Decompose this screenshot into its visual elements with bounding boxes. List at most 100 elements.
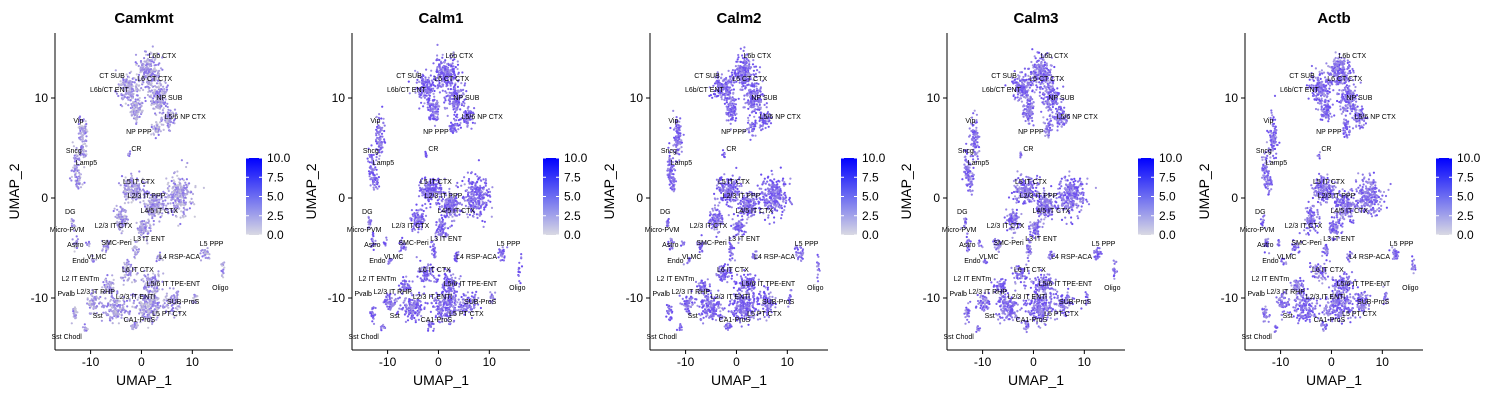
cell-point xyxy=(114,314,117,317)
cell-point xyxy=(141,109,144,112)
cell-point xyxy=(222,268,225,271)
cell-point xyxy=(117,86,120,89)
cell-point xyxy=(131,93,134,96)
cell-point xyxy=(483,206,486,209)
cluster-label: L5 PPP xyxy=(200,241,224,248)
cell-point xyxy=(171,307,175,310)
cell-point xyxy=(178,182,182,185)
cell-point xyxy=(114,90,118,93)
cell-point xyxy=(431,249,434,252)
cell-point xyxy=(71,238,74,241)
cell-point xyxy=(154,79,157,82)
cell-point xyxy=(158,121,162,124)
cell-point xyxy=(117,83,120,86)
cell-point xyxy=(185,178,188,181)
cell-point xyxy=(459,121,462,125)
cell-point xyxy=(449,102,452,105)
cell-point xyxy=(478,187,481,190)
cell-point xyxy=(479,211,482,214)
cell-point xyxy=(161,56,164,59)
cell-point xyxy=(222,272,225,275)
cell-point xyxy=(381,146,384,149)
cell-point xyxy=(81,140,84,143)
cell-point xyxy=(467,195,470,198)
cell-point xyxy=(413,316,416,320)
cell-point xyxy=(439,224,442,227)
cluster-label: CR xyxy=(131,146,141,153)
cell-point xyxy=(484,184,487,187)
cell-point xyxy=(418,189,421,192)
cell-point xyxy=(125,78,128,82)
cluster-label: L5/6 IT TPE-ENT xyxy=(147,281,201,288)
cell-point xyxy=(463,199,466,202)
cell-point xyxy=(165,204,168,207)
cell-point xyxy=(453,90,456,93)
cell-point xyxy=(158,220,161,223)
cell-point xyxy=(154,100,157,103)
cell-point xyxy=(489,195,492,198)
cell-point xyxy=(99,301,102,304)
cell-point xyxy=(130,174,133,177)
cell-point xyxy=(102,281,105,284)
cell-point xyxy=(452,203,455,206)
cell-point xyxy=(425,68,428,71)
cell-point xyxy=(436,54,439,57)
cell-point xyxy=(177,184,180,187)
cell-point xyxy=(455,124,458,127)
cell-point xyxy=(105,305,109,308)
cell-point xyxy=(443,288,446,291)
cell-point xyxy=(143,72,146,76)
cell-point xyxy=(411,229,414,233)
cell-point xyxy=(435,59,438,62)
cell-point xyxy=(376,131,379,134)
cell-point xyxy=(469,110,472,113)
x-axis-label: UMAP_1 xyxy=(116,372,172,388)
cell-point xyxy=(460,184,463,187)
cell-point xyxy=(74,317,77,320)
cell-point xyxy=(432,62,435,65)
cell-point xyxy=(421,190,424,194)
cell-point xyxy=(202,186,205,189)
cell-point xyxy=(165,90,168,93)
cell-point xyxy=(128,152,132,155)
cell-point xyxy=(84,154,87,157)
cell-point xyxy=(143,68,146,71)
cell-point xyxy=(432,112,435,115)
cell-point xyxy=(164,81,167,84)
cell-point xyxy=(454,290,457,293)
cell-point xyxy=(440,71,443,74)
cell-point xyxy=(153,68,156,72)
cell-point xyxy=(144,86,147,89)
cell-point xyxy=(137,248,140,251)
cell-point xyxy=(151,45,154,48)
x-tick-label: 10 xyxy=(186,355,200,369)
cell-point xyxy=(139,304,142,307)
cell-point xyxy=(109,303,112,306)
cell-point xyxy=(164,104,167,108)
cell-point xyxy=(138,99,141,102)
cell-point xyxy=(77,187,80,190)
cell-point xyxy=(441,85,444,88)
cell-point xyxy=(139,201,142,204)
cell-point xyxy=(448,100,452,103)
cell-point xyxy=(433,115,436,118)
cell-point xyxy=(497,256,500,259)
cell-point xyxy=(471,198,474,201)
cell-point xyxy=(127,263,130,266)
cell-point xyxy=(483,220,486,223)
cell-point xyxy=(439,60,443,63)
cell-point xyxy=(138,80,141,83)
cell-point xyxy=(502,259,505,262)
cell-point xyxy=(196,295,199,298)
cell-point xyxy=(135,326,138,329)
cell-point xyxy=(147,326,150,329)
cell-point xyxy=(119,80,122,83)
cell-point xyxy=(161,112,164,115)
scatter-points xyxy=(68,45,226,332)
cell-point xyxy=(105,247,108,250)
cell-point xyxy=(412,301,415,304)
cell-point xyxy=(118,215,121,218)
cell-point xyxy=(155,123,158,126)
